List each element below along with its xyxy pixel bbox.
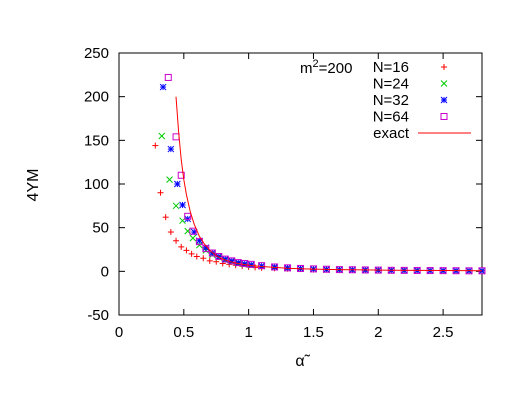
data-point [177,171,185,179]
data-point [241,260,249,268]
data-point [173,237,180,244]
x-tick-label: 1 [244,324,252,341]
legend-label: N=16 [373,59,409,76]
legend-marker [440,80,448,87]
series-exact [175,96,483,272]
data-point [167,145,175,153]
y-axis-ticks: -50 0 50 100 150 200 250 [84,45,482,324]
data-point [258,262,266,270]
data-point [189,234,197,242]
x-axis-ticks: 0 0.5 1 1.5 2 2.5 [115,53,454,341]
data-point [158,132,166,140]
y-tick-label: -50 [87,307,109,324]
y-tick-label: 50 [92,220,109,237]
data-point [164,73,172,81]
exact-curve [175,96,483,272]
x-tick-label: 2 [374,324,382,341]
data-point [173,180,181,188]
data-point [200,255,207,262]
y-axis-label: 4YM [25,169,42,202]
y-tick-label: 250 [84,45,109,62]
legend-label: N=32 [373,92,409,109]
data-point [157,189,164,196]
y-tick-label: 150 [84,132,109,149]
data-point [152,142,159,149]
data-point [167,229,174,236]
data-point [184,212,192,220]
x-tick-label: 2.5 [433,324,454,341]
legend-marker [441,64,447,70]
data-point [162,214,169,221]
legend-label: N=64 [373,109,409,126]
y-tick-label: 100 [84,176,109,193]
data-point [178,243,185,250]
series-layer [152,73,486,275]
data-point [247,260,255,268]
data-point [189,227,197,235]
data-point [193,253,200,260]
data-point [206,257,213,264]
data-point [478,267,486,275]
data-point [179,201,186,209]
annotation-mass: m2=200 [300,58,352,77]
legend-label: N=24 [373,76,409,93]
x-tick-label: 1.5 [303,324,324,341]
legend-marker [440,113,448,120]
y-tick-label: 0 [101,263,109,280]
data-point [159,83,167,91]
x-tick-label: 0 [115,324,123,341]
x-tick-label: 0.5 [173,324,194,341]
legend-marker [440,96,448,104]
data-point [188,250,195,257]
y-tick-label: 200 [84,89,109,106]
data-point [234,259,242,266]
data-point [183,247,190,254]
data-point [172,202,180,210]
legend-label: exact [373,125,410,142]
data-point [166,176,173,183]
